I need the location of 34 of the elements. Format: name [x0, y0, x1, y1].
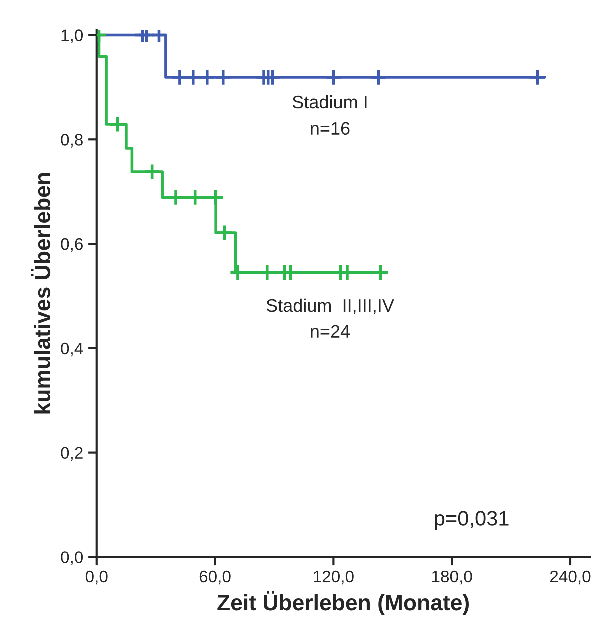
point: [167, 188, 185, 206]
point: [198, 68, 216, 86]
x-tick-label: 120,0: [314, 570, 354, 585]
point: [144, 163, 162, 181]
point: [207, 188, 224, 206]
y-tick-label: 0,0: [61, 552, 84, 566]
annotation: n=16: [311, 122, 350, 136]
point: [529, 68, 546, 86]
point: [258, 264, 276, 282]
y-tick-label: 0,8: [61, 134, 83, 148]
y-tick-label: 1,0: [62, 30, 84, 44]
point: [214, 68, 232, 86]
point: [171, 68, 189, 86]
y-tick-label: 0,2: [61, 447, 83, 461]
y-axis-title: kumulatives Überleben: [31, 173, 51, 414]
y-tick-label: 0,6: [61, 238, 83, 252]
point: [372, 264, 390, 282]
annotation: p=0,031: [435, 511, 509, 530]
point: [370, 68, 388, 86]
x-tick-label: 0,0: [86, 570, 108, 585]
x-axis-title: Zeit Überleben (Monate): [218, 591, 470, 616]
point: [108, 116, 126, 134]
x-tick-label: 240,0: [550, 570, 591, 585]
y-tick-label: 0,4: [61, 342, 84, 357]
point: [186, 188, 204, 206]
x-tick-label: 180,0: [432, 570, 472, 585]
point: [325, 68, 342, 86]
x-tick-label: 60,0: [200, 570, 231, 585]
point: [184, 68, 202, 86]
annotation: n=24: [311, 325, 350, 338]
annotation: Stadium I: [292, 95, 367, 109]
point: [229, 264, 247, 282]
annotation: Stadium II,III,IV: [266, 298, 394, 314]
point: [216, 224, 234, 242]
